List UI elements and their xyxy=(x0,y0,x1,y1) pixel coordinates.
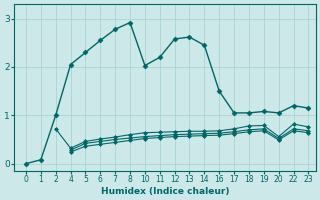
X-axis label: Humidex (Indice chaleur): Humidex (Indice chaleur) xyxy=(101,187,229,196)
